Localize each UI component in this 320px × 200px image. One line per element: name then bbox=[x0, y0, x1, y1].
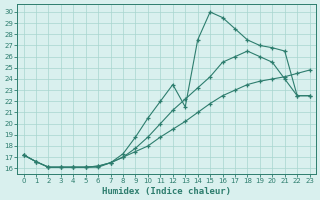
X-axis label: Humidex (Indice chaleur): Humidex (Indice chaleur) bbox=[102, 187, 231, 196]
